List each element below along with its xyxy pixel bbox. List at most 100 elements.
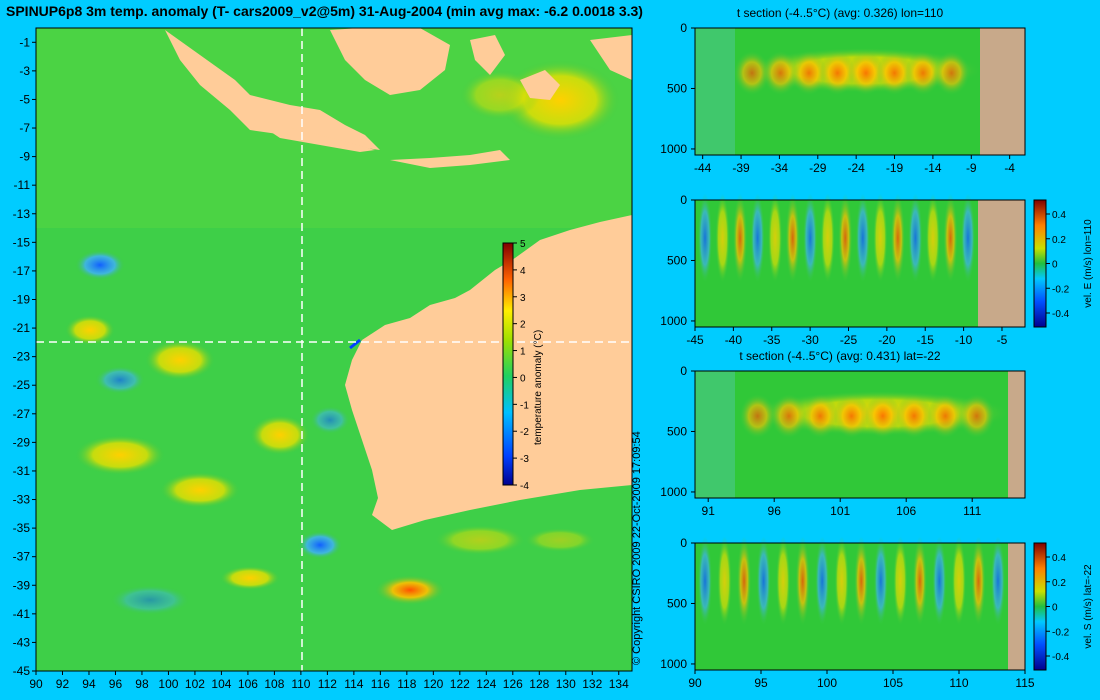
- map-x-tick-label: 104: [211, 677, 231, 691]
- section-field-patterns: [698, 193, 975, 283]
- map-y-tick-label: -27: [13, 407, 31, 421]
- section-x-tick-label: -9: [966, 161, 977, 175]
- section-x-tick-label: -20: [878, 333, 896, 347]
- section-y-tick-label: 0: [680, 21, 687, 35]
- map-colorbar-tick-label: 2: [520, 320, 526, 331]
- map-colorbar-ticks: 5 4 3 2 1 0 -1 -2 -3 -4: [513, 239, 529, 492]
- map-y-axis: -1 -3 -5 -7 -9 -11 -13 -15 -17 -19 -21 -23 -25 -27 -29…: [13, 35, 36, 678]
- section-frame: [694, 370, 1026, 499]
- map-colorbar-tick-label: -3: [520, 454, 529, 465]
- section-colorbar-scale: [1033, 199, 1047, 328]
- map-y-tick-label: -41: [13, 607, 31, 621]
- map-x-tick-label: 120: [423, 677, 443, 691]
- section-panel-3: t section (-4..5°C) (avg: 0.431) lat=-22…: [660, 349, 1026, 518]
- map-x-tick-label: 124: [476, 677, 496, 691]
- map-y-tick-label: -13: [13, 207, 31, 221]
- section-x-tick-label: -19: [886, 161, 904, 175]
- section-field-patterns: [695, 371, 1008, 498]
- map-y-tick-label: -7: [19, 121, 30, 135]
- map-panel: 90 92 94 96 98 100 102 104 106 108 110 112 114 116 118…: [13, 27, 633, 691]
- map-colorbar-tick-label: -2: [520, 427, 529, 438]
- section-x-tick-label: 91: [702, 504, 716, 518]
- map-x-tick-label: 128: [529, 677, 549, 691]
- map-x-tick-label: 90: [29, 677, 43, 691]
- map-y-tick-label: -33: [13, 493, 31, 507]
- map-y-tick-label: -23: [13, 350, 31, 364]
- section-x-tick-label: 101: [830, 504, 850, 518]
- map-x-tick-label: 96: [109, 677, 123, 691]
- map-colorbar-tick-label: -4: [520, 481, 529, 492]
- section-x-tick-label: 90: [688, 676, 702, 690]
- map-y-tick-label: -17: [13, 264, 31, 278]
- map-x-tick-label: 114: [344, 677, 363, 691]
- map-x-tick-label: 112: [318, 677, 337, 691]
- map-y-tick-label: -39: [13, 578, 31, 592]
- map-x-tick-label: 118: [397, 677, 416, 691]
- map-x-tick-label: 106: [238, 677, 258, 691]
- map-colorbar-tick-label: 1: [520, 347, 526, 358]
- map-y-tick-label: -45: [13, 664, 31, 678]
- section-land: [1008, 543, 1025, 670]
- section-x-tick-label: -15: [917, 333, 935, 347]
- section-colorbar-tick-label: -0.4: [1052, 652, 1070, 663]
- map-x-tick-label: 102: [185, 677, 205, 691]
- section-panels: t section (-4..5°C) (avg: 0.326) lon=110…: [660, 6, 1094, 690]
- section-y-tick-label: 0: [680, 364, 687, 378]
- section-x-tick-label: -40: [725, 333, 743, 347]
- section-colorbar-tick-label: 0.2: [1052, 235, 1066, 246]
- section-y-tick-label: 500: [667, 81, 687, 95]
- map-x-tick-label: 110: [291, 677, 310, 691]
- map-y-tick-label: -31: [13, 464, 31, 478]
- section-colorbar-tick-label: -0.4: [1052, 309, 1070, 320]
- section-x-tick-label: 110: [949, 676, 968, 690]
- section-frame: [694, 542, 1026, 671]
- section-y-tick-label: 1000: [660, 657, 687, 671]
- map-colorbar-tick-label: 5: [520, 239, 526, 250]
- map-y-tick-label: -19: [13, 292, 31, 306]
- map-colorbar-scale: [502, 242, 514, 486]
- section-y-tick-label: 0: [680, 536, 687, 550]
- section-panel-2: -45 -40 -35 -30 -25 -20 -15 -10 -5 0 500 1000 0.4 0.2…: [660, 193, 1094, 347]
- map-x-tick-label: 134: [609, 677, 629, 691]
- section-colorbar-tick-label: 0.2: [1052, 578, 1066, 589]
- map-colorbar-tick-label: 4: [520, 266, 526, 277]
- map-x-tick-label: 130: [556, 677, 576, 691]
- section-colorbar-tick-label: 0.4: [1052, 210, 1066, 221]
- map-x-tick-label: 98: [135, 677, 149, 691]
- section-x-tick-label: 106: [896, 504, 916, 518]
- map-x-tick-label: 108: [264, 677, 284, 691]
- section-y-tick-label: 0: [680, 193, 687, 207]
- section-x-tick-label: 111: [963, 504, 982, 518]
- section-x-tick-label: -24: [847, 161, 865, 175]
- map-x-tick-label: 100: [158, 677, 178, 691]
- map-y-tick-label: -1: [19, 35, 30, 49]
- section-x-tick-label: -10: [955, 333, 973, 347]
- section-panel-1: t section (-4..5°C) (avg: 0.326) lon=110…: [660, 6, 1026, 175]
- map-colorbar: 5 4 3 2 1 0 -1 -2 -3 -4 temperature anomaly (°C): [502, 239, 544, 492]
- section-title: t section (-4..5°C) (avg: 0.326) lon=110: [737, 6, 944, 20]
- map-colorbar-label: temperature anomaly (°C): [533, 330, 544, 445]
- section-colorbar-tick-label: 0.4: [1052, 553, 1066, 564]
- map-y-tick-label: -9: [19, 150, 30, 164]
- map-y-tick-label: -11: [14, 178, 31, 192]
- section-x-tick-label: 115: [1015, 676, 1034, 690]
- section-colorbar: 0.4 0.2 0 -0.2 -0.4 vel. S (m/s) lat=-22: [1033, 542, 1094, 671]
- section-colorbar-tick-label: 0: [1052, 260, 1058, 271]
- section-y-tick-label: 1000: [660, 142, 687, 156]
- section-y-tick-label: 1000: [660, 485, 687, 499]
- section-colorbar-scale: [1033, 542, 1047, 671]
- section-colorbar-tick-label: -0.2: [1052, 627, 1070, 638]
- section-title: t section (-4..5°C) (avg: 0.431) lat=-22: [739, 349, 941, 363]
- section-colorbar-tick-label: -0.2: [1052, 284, 1070, 295]
- map-frame: [35, 27, 633, 672]
- map-y-tick-label: -3: [19, 64, 30, 78]
- section-x-tick-label: -25: [840, 333, 858, 347]
- map-colorbar-tick-label: 0: [520, 373, 526, 384]
- map-colorbar-tick-label: 3: [520, 293, 526, 304]
- section-x-tick-label: -39: [732, 161, 750, 175]
- section-colorbar-tick-label: 0: [1052, 603, 1058, 614]
- section-y-tick-label: 1000: [660, 314, 687, 328]
- section-x-tick-label: -45: [686, 333, 704, 347]
- section-x-tick-label: -5: [997, 333, 1008, 347]
